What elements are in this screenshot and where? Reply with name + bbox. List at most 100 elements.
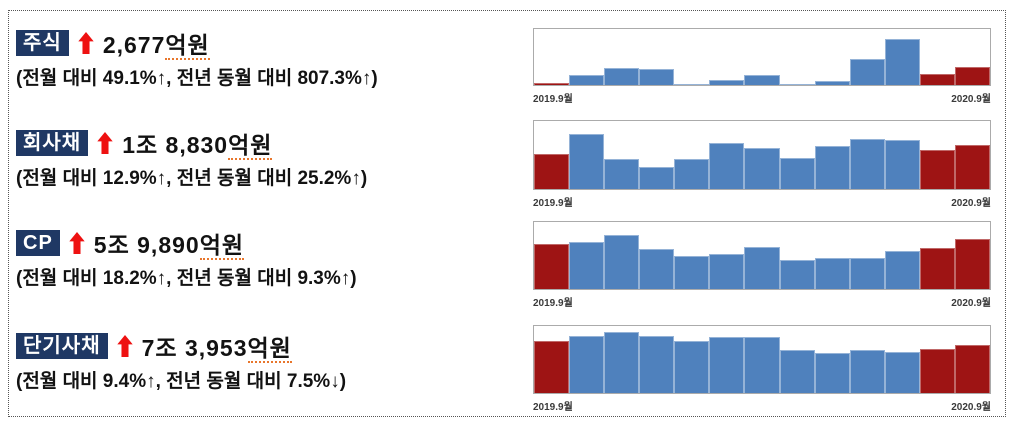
chart-bar (639, 249, 675, 289)
short-term-bond-amount: 7조 3,953억원 (142, 329, 292, 363)
x-axis-start-label: 2019.9월 (533, 298, 573, 309)
chart-bar (954, 239, 991, 289)
chart-bar (604, 159, 640, 189)
chart-bar (709, 337, 745, 393)
chart-bar (744, 336, 780, 393)
section-corporate-bond: 회사채 1조 8,830억원 (전월 대비 12.9%↑, 전년 동월 대비 2… (16, 129, 521, 190)
stock-change-detail: (전월 대비 49.1%↑, 전년 동월 대비 807.3%↑) (16, 68, 378, 89)
chart-bar (849, 59, 885, 85)
amount-number: 1조 8,830 (122, 132, 229, 158)
short-term-bond-badge: 단기사채 (16, 333, 108, 359)
chart-bar (674, 340, 710, 393)
x-axis-end-label: 2020.9월 (951, 402, 991, 413)
chart-bar (639, 336, 675, 393)
chart-bar (849, 350, 885, 393)
chart-bar (534, 340, 570, 393)
chart-x-axis: 2019.9월 2020.9월 (533, 294, 991, 309)
chart-bar (674, 83, 710, 85)
chart-bar (639, 166, 675, 189)
x-axis-start-label: 2019.9월 (533, 94, 573, 105)
cp-badge: CP (16, 230, 60, 256)
chart-bar (849, 258, 885, 289)
chart-bar (814, 81, 850, 85)
chart-bar (779, 83, 815, 85)
section-heading: CP 5조 9,890억원 (16, 226, 521, 260)
chart-x-axis: 2019.9월 2020.9월 (533, 398, 991, 413)
x-axis-end-label: 2020.9월 (951, 298, 991, 309)
amount-unit: 억원 (228, 132, 273, 160)
amount-unit: 억원 (247, 335, 292, 363)
x-axis-start-label: 2019.9월 (533, 402, 573, 413)
chart-bar (639, 69, 675, 85)
chart-bar (604, 234, 640, 289)
up-arrow-icon (116, 335, 133, 357)
chart-bar (709, 79, 745, 85)
x-axis-start-label: 2019.9월 (533, 198, 573, 209)
chart-bar (884, 251, 920, 289)
up-arrow-icon (78, 32, 94, 54)
chart-bar (919, 149, 955, 189)
amount-number: 7조 3,953 (141, 335, 248, 361)
chart-bar (919, 248, 955, 289)
chart-bar (604, 67, 640, 85)
chart-plot-area (533, 28, 991, 86)
chart-plot-area (533, 120, 991, 190)
amount-unit: 억원 (199, 232, 245, 260)
cp-change-detail: (전월 대비 18.2%↑, 전년 동월 대비 9.3%↑) (16, 268, 357, 289)
section-cp: CP 5조 9,890억원 (전월 대비 18.2%↑, 전년 동월 대비 9.… (16, 229, 521, 290)
x-axis-end-label: 2020.9월 (951, 198, 991, 209)
cp-monthly-bar-chart: 2019.9월 2020.9월 (533, 221, 991, 309)
up-arrow-icon (97, 132, 113, 154)
section-short-term-bond: 단기사채 7조 3,953억원 (전월 대비 9.4%↑, 전년 동월 대비 7… (16, 332, 521, 393)
corporate-bond-change-detail: (전월 대비 12.9%↑, 전년 동월 대비 25.2%↑) (16, 168, 368, 189)
chart-bar (744, 147, 780, 189)
chart-bar (709, 254, 745, 289)
chart-x-axis: 2019.9월 2020.9월 (533, 194, 991, 209)
chart-bar (744, 74, 780, 85)
chart-bar (814, 146, 850, 189)
section-stock: 주식 2,677억원 (전월 대비 49.1%↑, 전년 동월 대비 807.3… (16, 29, 521, 90)
chart-bar (569, 133, 605, 189)
stock-amount: 2,677억원 (103, 26, 210, 60)
up-arrow-icon (69, 232, 85, 254)
chart-bar (604, 332, 640, 393)
corporate-bond-monthly-bar-chart: 2019.9월 2020.9월 (533, 120, 991, 209)
section-heading: 주식 2,677억원 (16, 26, 521, 60)
chart-bar (849, 139, 885, 189)
chart-bar (884, 39, 920, 85)
x-axis-end-label: 2020.9월 (951, 94, 991, 105)
chart-bar (779, 350, 815, 393)
chart-bar (709, 142, 745, 189)
chart-bar (674, 159, 710, 189)
chart-bar (954, 344, 991, 393)
chart-bar (884, 140, 920, 189)
cp-amount: 5조 9,890억원 (94, 226, 245, 260)
corporate-bond-badge: 회사채 (16, 130, 89, 156)
chart-bar (569, 74, 605, 85)
chart-bar (919, 73, 955, 85)
corporate-bond-amount: 1조 8,830억원 (122, 126, 273, 160)
chart-bar (919, 348, 955, 393)
chart-x-axis: 2019.9월 2020.9월 (533, 90, 991, 105)
chart-bar (534, 82, 570, 85)
chart-bar (814, 257, 850, 289)
chart-bar (674, 255, 710, 289)
chart-plot-area (533, 221, 991, 290)
section-heading: 회사채 1조 8,830억원 (16, 126, 521, 160)
chart-bar (954, 67, 991, 85)
chart-bar (569, 336, 605, 393)
stock-badge: 주식 (16, 30, 69, 56)
chart-plot-area (533, 325, 991, 394)
chart-bar (569, 242, 605, 289)
amount-number: 2,677 (102, 32, 166, 58)
chart-bar (744, 247, 780, 289)
stock-monthly-bar-chart: 2019.9월 2020.9월 (533, 28, 991, 105)
chart-bar (884, 352, 920, 393)
short-term-bond-monthly-bar-chart: 2019.9월 2020.9월 (533, 325, 991, 413)
chart-bar (814, 353, 850, 393)
short-term-bond-change-detail: (전월 대비 9.4%↑, 전년 동월 대비 7.5%↓) (16, 371, 347, 392)
chart-bar (779, 259, 815, 289)
chart-bar (779, 158, 815, 189)
chart-bar (534, 244, 570, 289)
